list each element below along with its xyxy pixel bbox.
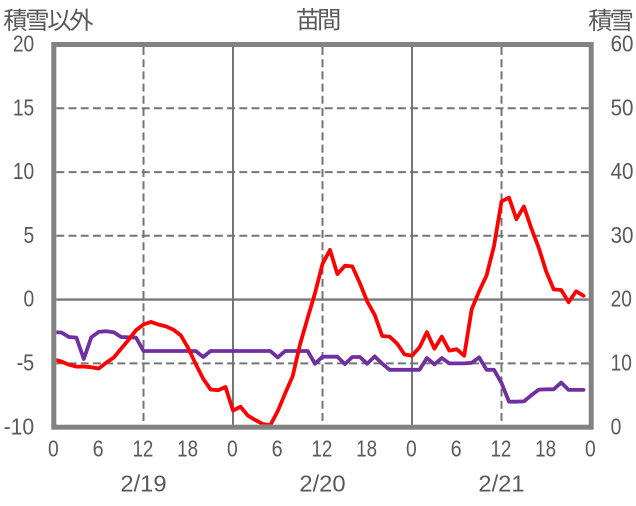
svg-text:0: 0 (227, 436, 238, 462)
svg-text:15: 15 (13, 94, 34, 120)
svg-text:10: 10 (611, 350, 632, 376)
svg-text:40: 40 (611, 158, 634, 184)
svg-text:12: 12 (311, 436, 332, 462)
svg-text:20: 20 (611, 286, 632, 312)
svg-text:18: 18 (356, 436, 377, 462)
svg-text:-5: -5 (17, 350, 35, 376)
svg-text:10: 10 (13, 158, 34, 184)
svg-text:12: 12 (132, 436, 153, 462)
svg-text:18: 18 (177, 436, 198, 462)
svg-text:0: 0 (48, 436, 59, 462)
svg-text:0: 0 (24, 286, 35, 312)
svg-text:2/19: 2/19 (120, 471, 166, 497)
svg-text:0: 0 (611, 413, 622, 439)
svg-text:0: 0 (406, 436, 417, 462)
svg-text:5: 5 (24, 222, 35, 248)
svg-text:6: 6 (93, 436, 104, 462)
svg-text:18: 18 (535, 436, 556, 462)
svg-text:30: 30 (611, 222, 634, 248)
svg-text:6: 6 (451, 436, 462, 462)
svg-text:0: 0 (585, 436, 596, 462)
svg-text:60: 60 (611, 31, 634, 57)
svg-text:2/20: 2/20 (299, 471, 345, 497)
svg-text:6: 6 (272, 436, 283, 462)
svg-text:2/21: 2/21 (478, 471, 524, 497)
svg-text:50: 50 (611, 94, 634, 120)
svg-text:20: 20 (13, 31, 34, 57)
svg-text:-10: -10 (4, 413, 35, 439)
svg-text:12: 12 (490, 436, 511, 462)
